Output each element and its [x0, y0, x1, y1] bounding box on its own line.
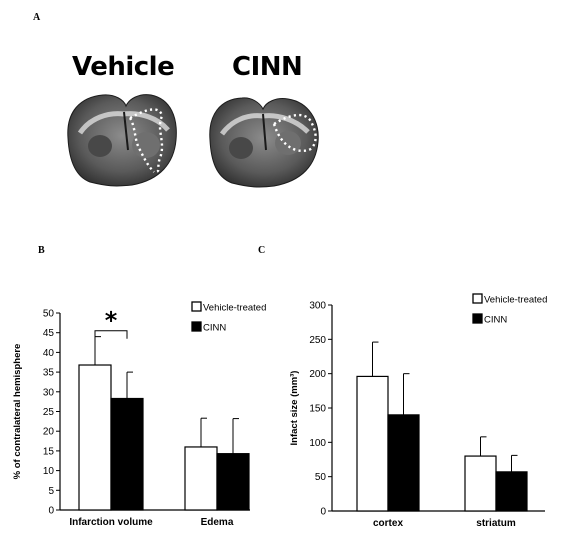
chart-b-y-tick-label: 15 — [43, 446, 55, 457]
chart-c-bar-vehicle — [356, 375, 389, 512]
chart-c-y-tick-label: 150 — [309, 404, 326, 415]
chart-b-legend-label: CINN — [203, 323, 226, 334]
chart-b-significance-bracket — [94, 330, 128, 339]
chart-b-y-tick-label: 30 — [43, 387, 55, 398]
chart-c-y-tick-label: 250 — [309, 335, 326, 346]
chart-b: 0 5 10 15 20 25 30 35 40 45 50 % of contralateral h… — [12, 301, 266, 528]
vehicle-photo-title: Vehicle — [72, 52, 175, 82]
chart-c-bar-vehicle — [464, 455, 497, 512]
chart-c-y-tick-label: 50 — [315, 472, 327, 483]
chart-b-bar-cinn — [110, 397, 144, 511]
chart-b-category-label: Infarction volume — [69, 517, 153, 528]
chart-b-y-tick-label: 40 — [43, 348, 55, 359]
chart-b-y-tick-label: 25 — [43, 407, 55, 418]
chart-b-bar-vehicle — [78, 364, 112, 511]
chart-b-bar-vehicle — [184, 446, 218, 511]
chart-b-y-tick-label: 45 — [43, 328, 55, 339]
chart-c-y-axis-label: Infact size (mm³) — [289, 371, 300, 446]
chart-b-y-tick-label: 5 — [48, 486, 54, 497]
panel-label-a: A — [33, 12, 41, 23]
chart-c-category-label: cortex — [373, 518, 403, 529]
chart-b-y-tick-label: 20 — [43, 427, 55, 438]
chart-c-legend-label: Vehicle-treated — [484, 295, 547, 306]
chart-c-bar-cinn — [495, 471, 528, 512]
chart-b-bar-cinn — [216, 453, 250, 511]
chart-c-y-tick-label: 300 — [309, 301, 326, 312]
chart-b-significance-star: * — [105, 307, 118, 335]
chart-b-category-label: Edema — [201, 517, 234, 528]
chart-c-bar-cinn — [387, 414, 420, 512]
chart-c-legend-label: CINN — [484, 315, 507, 326]
chart-b-legend-label: Vehicle-treated — [203, 303, 266, 314]
chart-b-y-tick-label: 35 — [43, 368, 55, 379]
chart-b-y-tick-label: 50 — [43, 309, 55, 320]
chart-b-legend-swatch — [191, 321, 202, 332]
chart-c-legend-swatch — [472, 293, 483, 304]
cinn-brain-section — [209, 97, 319, 188]
chart-c-y-tick-label: 0 — [320, 507, 326, 518]
chart-c-y-tick-label: 200 — [309, 369, 326, 380]
chart-b-y-tick-label: 0 — [48, 506, 54, 517]
panel-label-c: C — [258, 245, 266, 256]
chart-c-legend-swatch — [472, 313, 483, 324]
chart-c: 0 50 100 150 200 250 300 Infact size (mm³) corte… — [289, 293, 547, 529]
chart-b-y-tick-label: 10 — [43, 466, 55, 477]
vehicle-brain-section — [67, 94, 177, 187]
chart-b-y-axis-label: % of contralateral hemisphere — [12, 344, 23, 480]
panel-label-b: B — [38, 245, 45, 256]
chart-b-legend-swatch — [191, 301, 202, 312]
chart-c-y-tick-label: 100 — [309, 438, 326, 449]
cinn-photo-title: CINN — [232, 52, 303, 82]
chart-c-category-label: striatum — [476, 518, 516, 529]
